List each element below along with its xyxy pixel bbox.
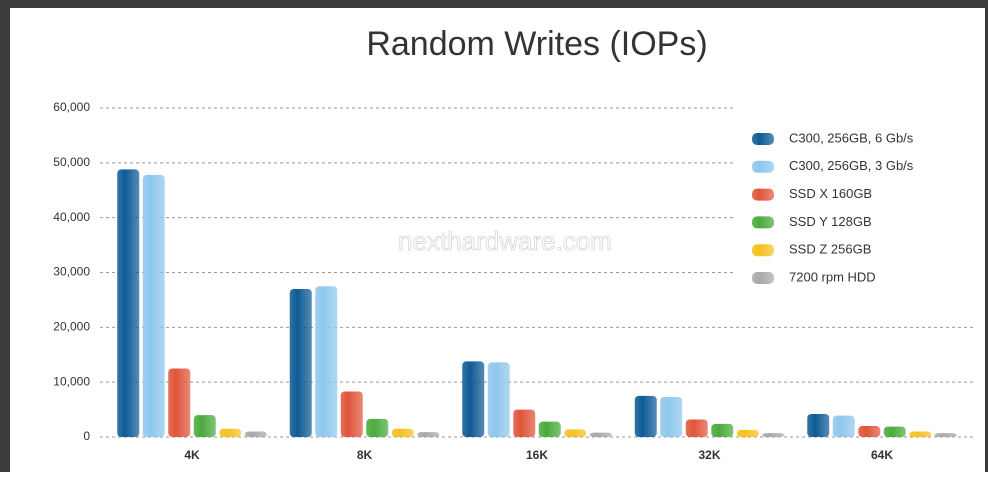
y-tick-label: 30,000 [53,265,90,279]
legend-label: C300, 256GB, 6 Gb/s [789,130,914,145]
y-tick-label: 20,000 [53,320,90,334]
legend-label: C300, 256GB, 3 Gb/s [789,158,914,173]
bar [142,174,165,437]
bar [711,423,734,437]
bar [244,431,267,437]
x-tick-label: 32K [698,448,720,462]
bar [909,431,932,437]
legend-swatch [752,188,774,201]
legend-background [735,100,980,300]
legend-swatch [752,160,774,173]
bar [340,391,363,437]
bar [634,395,657,437]
bar [762,433,785,437]
y-tick-label: 40,000 [53,210,90,224]
bar [538,421,561,437]
bar [168,368,191,437]
y-tick-label: 60,000 [53,100,90,114]
y-tick-label: 10,000 [53,374,90,388]
bar [219,428,242,437]
legend-label: 7200 rpm HDD [789,269,876,284]
bar [417,432,440,437]
chart-title: Random Writes (IOPs) [366,25,707,63]
bar [589,432,612,437]
bar [685,419,708,437]
legend-label: SSD X 160GB [789,186,872,201]
x-tick-label: 16K [526,448,548,462]
bar [315,286,338,437]
bar [487,362,510,437]
legend-label: SSD Y 128GB [789,214,872,229]
bar [858,426,881,437]
x-tick-label: 64K [871,448,893,462]
bar [736,429,759,437]
bar [934,433,957,437]
x-tick-label: 4K [184,448,200,462]
legend-swatch [752,216,774,229]
legend-swatch [752,272,774,284]
bar [193,415,216,437]
y-tick-label: 0 [83,429,90,443]
watermark: nexthardware.com [398,226,612,256]
bar [391,428,414,437]
bar [289,288,312,437]
bar [883,426,906,437]
x-tick-label: 8K [357,448,373,462]
y-tick-label: 50,000 [53,155,90,169]
bar [117,169,140,437]
bar [462,361,485,437]
legend-label: SSD Z 256GB [789,242,871,257]
legend-swatch [752,244,774,257]
bar [832,415,855,437]
bar [807,413,830,437]
bar [366,418,389,437]
legend-swatch [752,133,774,145]
bar [564,429,587,437]
bar [513,409,536,437]
bar [660,396,683,437]
